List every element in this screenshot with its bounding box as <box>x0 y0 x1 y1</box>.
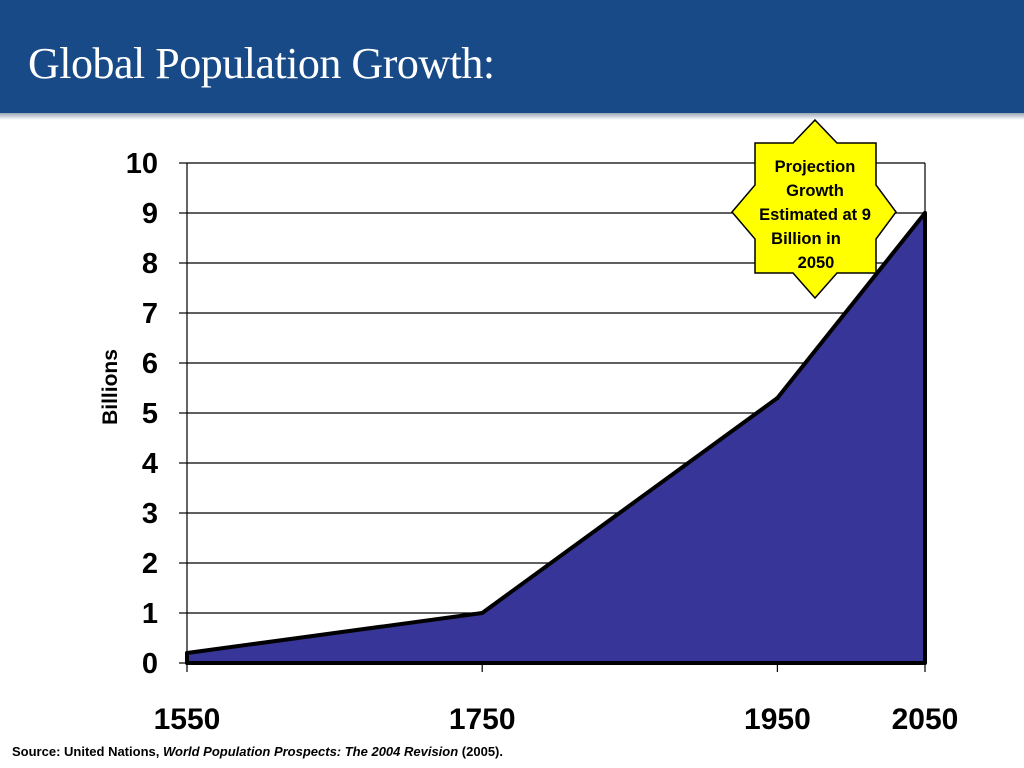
y-tick-label: 4 <box>142 448 158 480</box>
callout-line: 2050 <box>798 254 835 272</box>
callout-line: Projection <box>775 158 856 176</box>
y-tick-label: 9 <box>142 198 158 230</box>
callout-line: Growth <box>786 182 844 200</box>
callout-star-shape <box>731 118 897 300</box>
source-prefix: Source: United Nations, <box>12 744 163 759</box>
slide-title: Global Population Growth: <box>28 39 495 88</box>
x-axis-ticks: 1550 1750 1950 2050 <box>154 663 959 736</box>
callout-line: Estimated at 9 <box>759 206 871 224</box>
data-point <box>775 396 780 400</box>
title-bar-shadow <box>0 113 1024 120</box>
y-tick-label: 5 <box>142 398 158 430</box>
x-tick-label: 1950 <box>744 703 811 736</box>
y-axis-label: Billions <box>99 349 122 425</box>
callout-line: Billion in <box>771 230 841 248</box>
y-tick-label: 1 <box>142 598 158 630</box>
source-suffix: (2005). <box>458 744 503 759</box>
x-tick-label: 2050 <box>892 703 959 736</box>
data-point <box>185 651 189 655</box>
source-publication: World Population Prospects: The 2004 Rev… <box>162 744 459 759</box>
y-tick-label: 6 <box>142 348 158 380</box>
y-tick-label: 8 <box>142 248 158 280</box>
y-tick-label: 10 <box>126 148 158 180</box>
source-citation: Source: United Nations, World Population… <box>12 744 503 759</box>
x-tick-label: 1750 <box>449 703 516 736</box>
title-bar <box>0 0 1024 113</box>
series-group <box>185 211 927 665</box>
y-tick-label: 7 <box>142 298 158 330</box>
data-point <box>480 611 485 615</box>
y-tick-label: 0 <box>142 648 158 680</box>
y-axis-ticks: 0 1 2 3 4 5 6 7 8 9 10 <box>126 148 187 680</box>
y-tick-label: 3 <box>142 498 158 530</box>
x-tick-label: 1550 <box>154 703 221 736</box>
projection-callout: Projection Growth Estimated at 9 Billion in… <box>731 118 897 300</box>
callout-text: Projection Growth Estimated at 9 Billion in… <box>759 158 871 272</box>
y-tick-label: 2 <box>142 548 158 580</box>
data-point <box>923 211 927 215</box>
